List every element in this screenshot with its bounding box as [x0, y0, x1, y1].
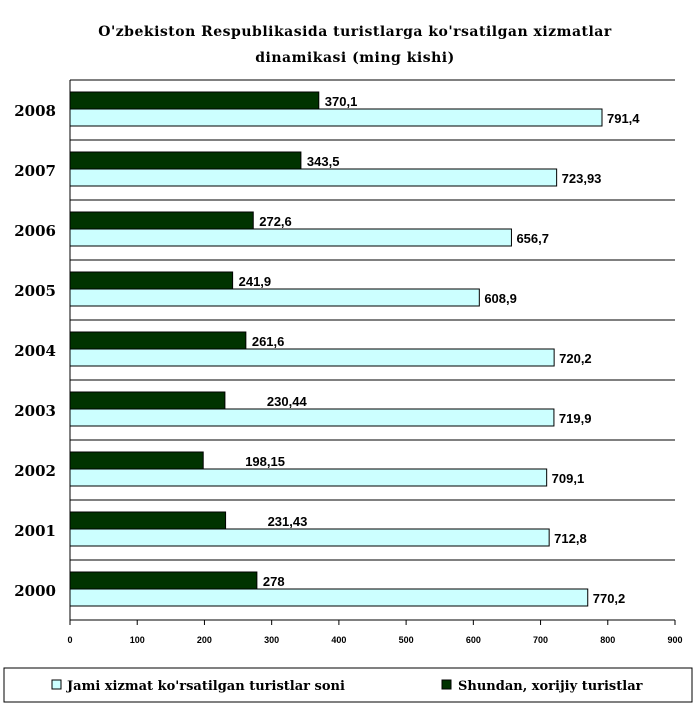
bar-total-2006: [69, 228, 512, 247]
bar-total-2000: [69, 588, 589, 607]
bar-total-2002: [69, 468, 548, 487]
legend-swatch-foreign: [441, 679, 452, 690]
category-label-2002: 2002: [14, 462, 56, 480]
chart-title-line-1: O'zbekiston Respublikasida turistlarga k…: [98, 24, 612, 40]
category-label-2000: 2000: [14, 582, 56, 600]
chart-title-line-2: dinamikasi (ming kishi): [255, 50, 454, 66]
x-tick-label-600: 600: [466, 635, 481, 645]
bar-foreign-2008: [69, 91, 320, 110]
x-tick-label-0: 0: [67, 635, 72, 645]
bar-total-2001: [69, 528, 550, 547]
category-label-2001: 2001: [14, 522, 56, 540]
data-label-foreign-2005: 241,9: [239, 274, 272, 289]
category-label-2006: 2006: [14, 222, 56, 240]
legend-frame: [3, 667, 693, 703]
bar-foreign-2003: [69, 391, 226, 410]
bar-foreign-2007: [69, 151, 302, 170]
bar-foreign-2005: [69, 271, 234, 290]
category-label-2008: 2008: [14, 102, 56, 120]
data-label-foreign-2003: 230,44: [267, 394, 308, 409]
bar-total-2004: [69, 348, 555, 367]
bar-foreign-2000: [69, 571, 258, 590]
data-label-foreign-2000: 278: [263, 574, 285, 589]
data-label-total-2000: 770,2: [593, 591, 626, 606]
category-label-2003: 2003: [14, 402, 56, 420]
legend-label-foreign: Shundan, xorijiy turistlar: [458, 679, 643, 694]
data-label-foreign-2001: 231,43: [268, 514, 308, 529]
data-label-total-2007: 723,93: [562, 171, 602, 186]
bar-foreign-2004: [69, 331, 247, 350]
data-label-total-2006: 656,7: [516, 231, 549, 246]
data-label-total-2003: 719,9: [559, 411, 592, 426]
data-label-total-2002: 709,1: [552, 471, 585, 486]
legend-label-total: Jami xizmat ko'rsatilgan turistlar soni: [66, 679, 345, 694]
x-tick-label-800: 800: [600, 635, 615, 645]
x-tick-label-100: 100: [130, 635, 145, 645]
x-tick-label-300: 300: [264, 635, 279, 645]
data-label-total-2004: 720,2: [559, 351, 592, 366]
bar-foreign-2002: [69, 451, 204, 470]
x-tick-label-400: 400: [331, 635, 346, 645]
bar-total-2008: [69, 108, 603, 127]
x-tick-label-500: 500: [399, 635, 414, 645]
bar-foreign-2006: [69, 211, 254, 230]
x-tick-label-700: 700: [533, 635, 548, 645]
category-label-2007: 2007: [14, 162, 56, 180]
data-label-total-2001: 712,8: [554, 531, 587, 546]
category-label-2004: 2004: [14, 342, 56, 360]
bar-total-2005: [69, 288, 480, 307]
bar-total-2007: [69, 168, 558, 187]
data-label-total-2005: 608,9: [484, 291, 517, 306]
data-label-foreign-2002: 198,15: [245, 454, 285, 469]
bar-foreign-2001: [69, 511, 227, 530]
legend-swatch-total: [51, 679, 62, 690]
x-tick-label-200: 200: [197, 635, 212, 645]
x-axis: 0 100 200 300 400 500 600 700 800 900: [67, 619, 683, 645]
data-label-total-2008: 791,4: [607, 111, 640, 126]
category-label-2005: 2005: [14, 282, 56, 300]
data-label-foreign-2006: 272,6: [259, 214, 292, 229]
plot-area: 2008 370,1 791,4 2007 343,5 723,93 2006 272,6 65…: [14, 79, 675, 621]
data-label-foreign-2008: 370,1: [325, 94, 358, 109]
data-label-foreign-2007: 343,5: [307, 154, 340, 169]
data-label-foreign-2004: 261,6: [252, 334, 285, 349]
x-tick-label-900: 900: [667, 635, 682, 645]
bar-total-2003: [69, 408, 555, 427]
legend: Jami xizmat ko'rsatilgan turistlar soni …: [3, 667, 693, 703]
